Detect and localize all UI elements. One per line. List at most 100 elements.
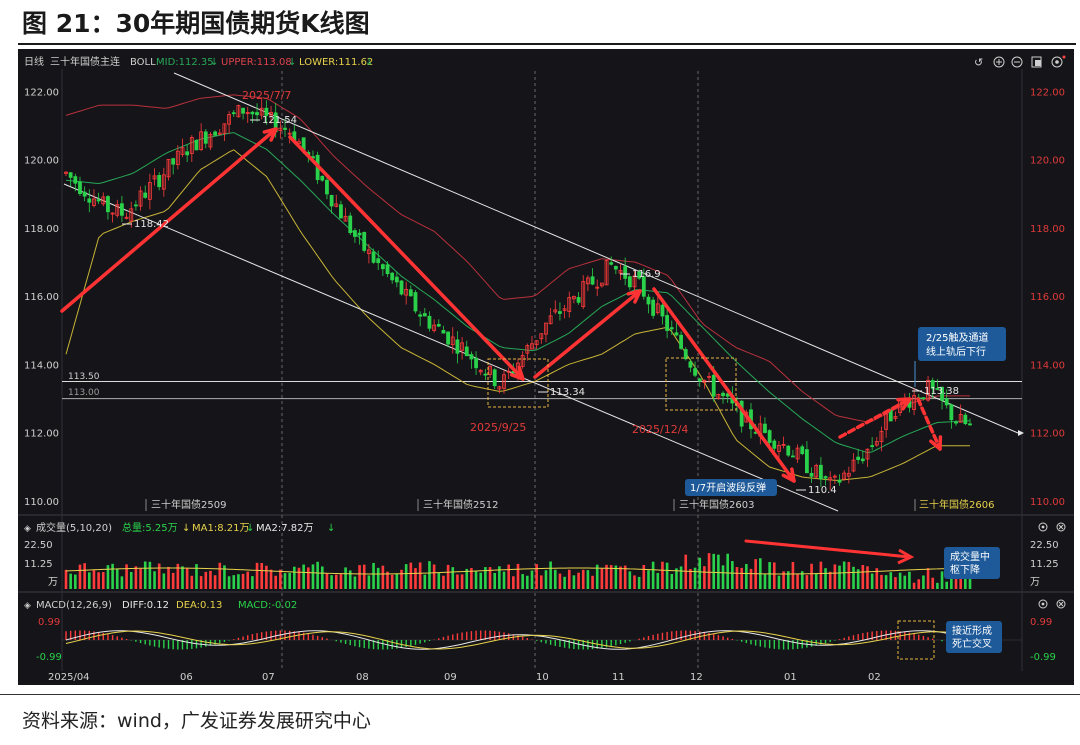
zoom-in-icon[interactable] [993,56,1005,68]
candle-body [245,112,250,115]
volume-close-icon[interactable] [1056,522,1066,532]
volume-bar [567,569,571,589]
volume-bar [940,571,944,589]
volume-bar [456,574,459,589]
candle-body [954,421,958,424]
volume-bar [847,561,851,589]
candle-body [707,376,711,378]
volume-bar [535,564,538,589]
candle-body [92,198,96,206]
candle-body [683,349,688,360]
volume-settings-icon[interactable] [1038,522,1048,532]
candle-body [157,175,162,188]
volume-bar [712,553,716,589]
candle-body [357,232,362,236]
contract-label-2512: 三十年国债2512 [423,498,498,511]
candle-body [772,440,777,449]
candle-body [227,114,231,125]
price-label: 110.4 [808,485,837,496]
candle-body [777,444,781,452]
volume-bar [591,575,594,589]
volume-bars [64,553,972,589]
x-tick-label: 12 [690,672,703,683]
candle-body [520,355,525,367]
arrow-volume-trend [744,539,912,559]
candle-body [618,270,623,274]
volume-collapse-icon[interactable]: ◈ [24,524,31,534]
copy-icon[interactable] [1031,56,1042,68]
volume-bar [358,565,361,589]
title-rule [18,43,1076,45]
volume-total-arrow: ↓ [182,523,190,534]
candle-body [203,131,208,144]
volume-bar [404,564,408,589]
settings-icon[interactable] [1051,55,1066,68]
volume-bar [400,569,403,589]
macd-ytick-top-left: 0.99 [38,617,60,628]
y-tick-left: 122.00 [24,87,59,98]
chart-svg[interactable]: 121.54 118.42 113.34 116.9 110.4 113.38 122.0… [18,49,1074,685]
volume-bar [964,571,967,589]
volume-bar [586,570,590,589]
candle-body [963,414,968,425]
boll-mid-arrow: ↓ [210,57,218,68]
volume-bar [749,568,753,589]
candle-body [865,448,870,460]
macd-close-icon[interactable] [1056,599,1066,609]
zoom-out-icon[interactable] [1011,56,1023,68]
volume-bar [647,570,650,589]
candle-body [78,181,82,194]
volume-bar [633,575,636,589]
macd-collapse-icon[interactable]: ◈ [24,601,31,611]
candle-body [660,304,665,317]
macd-diff: DIFF:0.12 [122,600,169,611]
volume-bar [78,564,82,589]
volume-bar [279,569,282,589]
price-label: 118.42 [134,219,169,230]
candle-body [320,175,325,181]
volume-unit-right: 万 [1030,577,1040,588]
volume-bar [735,567,739,589]
callout-volume-center-line2: 枢下降 [950,563,980,576]
volume-bar [227,576,231,589]
volume-bar [74,574,77,589]
volume-bar [213,575,217,589]
candle-body [469,354,474,360]
chart-terminal[interactable]: 121.54 118.42 113.34 116.9 110.4 113.38 122.0… [18,49,1074,685]
volume-bar [526,575,529,589]
bottom-rule [0,694,1080,695]
candle-body [860,458,865,462]
volume-bar [307,567,310,589]
volume-bar [293,566,296,589]
candle-body [846,472,851,477]
volume-bar [884,575,888,589]
candle-body [590,276,595,285]
volume-bar [386,571,389,589]
date-label-peak: 2025/7/7 [242,89,291,102]
candle-body [912,395,916,410]
volume-bar [195,564,198,589]
candle-body [231,112,236,115]
candle-body [366,249,371,254]
volume-bar [274,575,277,589]
volume-bar [968,578,972,589]
volume-bar [931,577,935,589]
candle-body [627,276,632,288]
macd-indicator-name: MACD(12,26,9) [36,600,112,611]
volume-bar [134,566,138,589]
volume-bar [530,570,534,589]
volume-bar [372,562,375,589]
volume-bar [265,565,268,589]
candle-body [944,398,949,406]
candle-body [935,388,940,390]
y-tick-right: 118.00 [1030,224,1065,235]
volume-bar [502,571,506,589]
volume-bar [651,561,655,589]
macd-settings-icon[interactable] [1038,599,1048,609]
volume-bar [381,565,385,589]
undo-icon[interactable]: ↺ [974,56,983,69]
candle-body [949,404,954,421]
candle-body [688,361,693,368]
y-tick-left: 118.00 [24,224,59,235]
candle-body [795,447,800,460]
